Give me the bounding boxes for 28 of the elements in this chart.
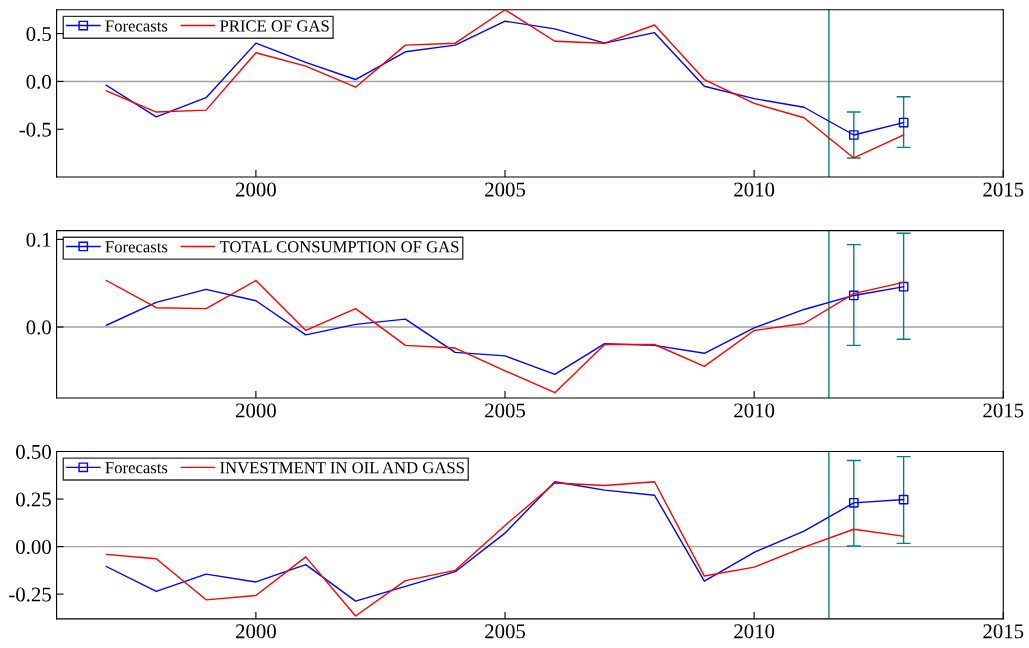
y-tick-label: -0.5 [19,122,51,137]
y-tick-label: 0.50 [16,444,51,460]
x-tick-label: 2015 [983,182,1024,197]
legend-label: INVESTMENT IN OIL AND GASS [220,462,464,474]
y-tick-label: 0.1 [26,232,51,247]
x-tick-label: 2000 [235,624,276,639]
legend-label: Forecasts [105,241,168,253]
x-tick-label: 2000 [235,403,276,418]
y-tick-label: 0.25 [16,492,51,507]
x-tick-label: 2015 [983,624,1024,639]
y-tick-label: 0.5 [26,27,51,42]
legend-label: TOTAL CONSUMPTION OF GAS [219,241,459,253]
line-series [105,9,905,159]
x-tick-label: 2010 [734,403,775,418]
x-tick-label: 2010 [734,182,775,197]
x-tick-label: 2005 [485,182,526,197]
x-tick-label: 2005 [485,624,526,639]
y-tick-label: 0.00 [16,539,51,555]
y-tick-label: 0.0 [26,74,51,89]
legend-label: Forecasts [105,462,168,474]
legend-label: PRICE OF GAS [220,20,329,32]
y-tick-label: -0.25 [9,587,51,602]
x-tick-label: 2005 [485,403,526,418]
legend-label: Forecasts [105,20,168,32]
x-tick-label: 2000 [235,182,276,197]
x-tick-label: 2010 [734,624,775,639]
y-tick-label: 0.0 [26,320,51,335]
x-tick-label: 2015 [983,403,1024,418]
